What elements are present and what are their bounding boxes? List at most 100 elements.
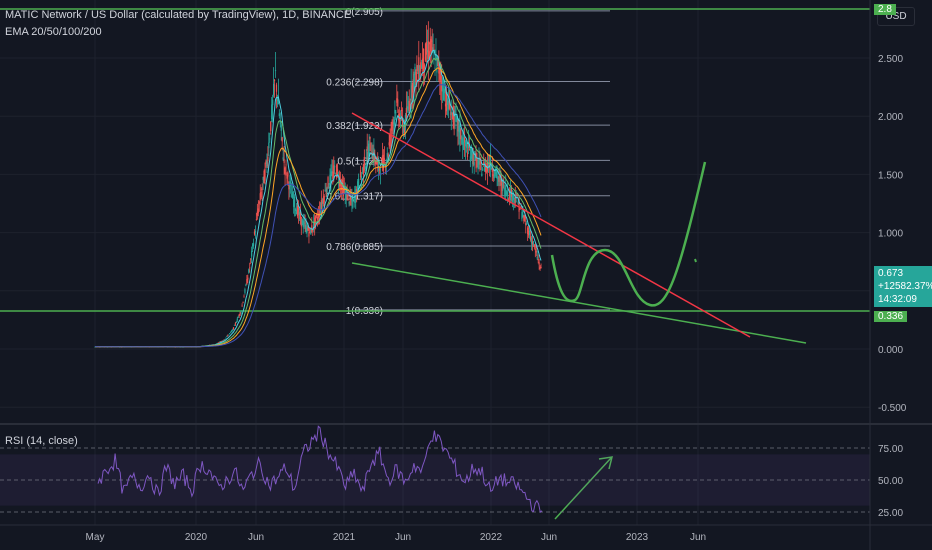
candle-body <box>273 80 276 82</box>
candle-body <box>417 72 419 74</box>
candle-body <box>338 176 341 187</box>
candle-body <box>309 228 311 230</box>
ema-line <box>94 49 542 348</box>
y-tick-label: -0.500 <box>878 403 907 414</box>
current-price: 0.673 <box>878 268 904 279</box>
candle-body <box>351 196 353 202</box>
fib-retracement[interactable]: 0(2.905) 0.236(2.298) 0.382(1.923) 0.5(1.62… <box>326 7 610 317</box>
candle-body <box>441 81 443 92</box>
candle-body <box>414 67 416 75</box>
candle-body <box>380 158 383 160</box>
candle-body <box>527 227 529 235</box>
candle-body <box>224 338 226 340</box>
candle-body <box>333 165 335 176</box>
candle-body <box>403 127 406 133</box>
candle-body <box>282 157 284 160</box>
candle-body <box>243 296 245 298</box>
candle-body <box>457 120 459 132</box>
candle-body <box>348 202 350 204</box>
fib-level-label: 0.786(0.885) <box>326 242 383 253</box>
candle-body <box>504 187 506 196</box>
candle-body <box>311 225 313 232</box>
candle-body <box>223 339 225 341</box>
candle-body <box>461 138 463 144</box>
ema-indicator-label[interactable]: EMA 20/50/100/200 <box>5 26 102 38</box>
candle-body <box>334 166 336 168</box>
candle-body <box>462 137 464 145</box>
candle-body <box>303 220 305 227</box>
candle-body <box>511 195 513 202</box>
candle-body <box>391 121 393 131</box>
candle-body <box>286 175 288 179</box>
candle-body <box>320 200 322 210</box>
candle-body <box>464 141 467 147</box>
candle-body <box>249 267 251 269</box>
candle-body <box>373 148 375 162</box>
candle-body <box>502 179 504 191</box>
candle-body <box>326 188 328 194</box>
candle-body <box>258 201 260 204</box>
candle-body <box>526 223 528 225</box>
candle-body <box>221 340 223 342</box>
candle-body <box>494 169 496 177</box>
candle-body <box>324 189 326 192</box>
candle-body <box>358 178 360 190</box>
candle-body <box>218 342 220 343</box>
x-tick-label: Jun <box>690 532 706 543</box>
candle-body <box>422 48 425 72</box>
fib-level-label: 0(2.905) <box>346 7 383 18</box>
candle-body <box>300 216 302 227</box>
candle-body <box>319 210 322 214</box>
candle-body <box>253 231 256 235</box>
candle-body <box>396 98 398 103</box>
chart-grid <box>0 0 870 525</box>
candle-body <box>402 126 405 133</box>
drawings[interactable] <box>351 112 807 520</box>
candle-body <box>219 341 221 343</box>
y-tick-label: 2.500 <box>878 54 903 65</box>
candle-body <box>354 195 356 203</box>
candle-body <box>444 103 447 107</box>
candle-body <box>225 337 227 339</box>
candle-body <box>291 193 293 198</box>
candle-body <box>244 289 246 293</box>
fib-level-label: 0.5(1.620) <box>337 156 383 167</box>
candle-body <box>454 110 456 117</box>
candle-body <box>447 100 449 110</box>
candle-body <box>368 143 370 157</box>
candle-body <box>458 125 460 133</box>
candle-body <box>525 223 527 226</box>
horizontal-lines[interactable] <box>0 8 870 312</box>
candle-body <box>460 129 462 140</box>
candle-body <box>496 171 498 180</box>
candle-body <box>472 154 474 165</box>
candle-body <box>418 57 420 82</box>
rsi-tick-label: 25.00 <box>878 508 903 519</box>
candle-body <box>313 221 315 228</box>
candle-body <box>474 152 476 155</box>
candle-body <box>346 192 348 201</box>
rsi-label[interactable]: RSI (14, close) <box>5 435 78 447</box>
candle-body <box>299 212 301 220</box>
candle-body <box>267 156 269 162</box>
current-price-tag: 0.673 +12582.37% 14:32:09 <box>874 266 932 307</box>
fib-level-label: 0.236(2.298) <box>326 78 383 89</box>
candle-body <box>440 75 442 82</box>
rsi-arrow-head <box>598 456 614 470</box>
candle-body <box>493 175 495 179</box>
drawing-mark <box>694 258 697 263</box>
candle-body <box>318 209 321 217</box>
candle-body <box>423 64 426 69</box>
candle-body <box>425 41 428 55</box>
candle-body <box>503 182 505 184</box>
candle-body <box>360 175 363 179</box>
candle-body <box>459 124 461 139</box>
candle-body <box>495 167 497 175</box>
candle-body <box>481 173 483 177</box>
ema-line <box>95 67 542 348</box>
candle-body <box>517 201 519 205</box>
bar-countdown: 14:32:09 <box>878 294 917 305</box>
candle-body <box>519 209 521 210</box>
candle-body <box>260 192 262 198</box>
